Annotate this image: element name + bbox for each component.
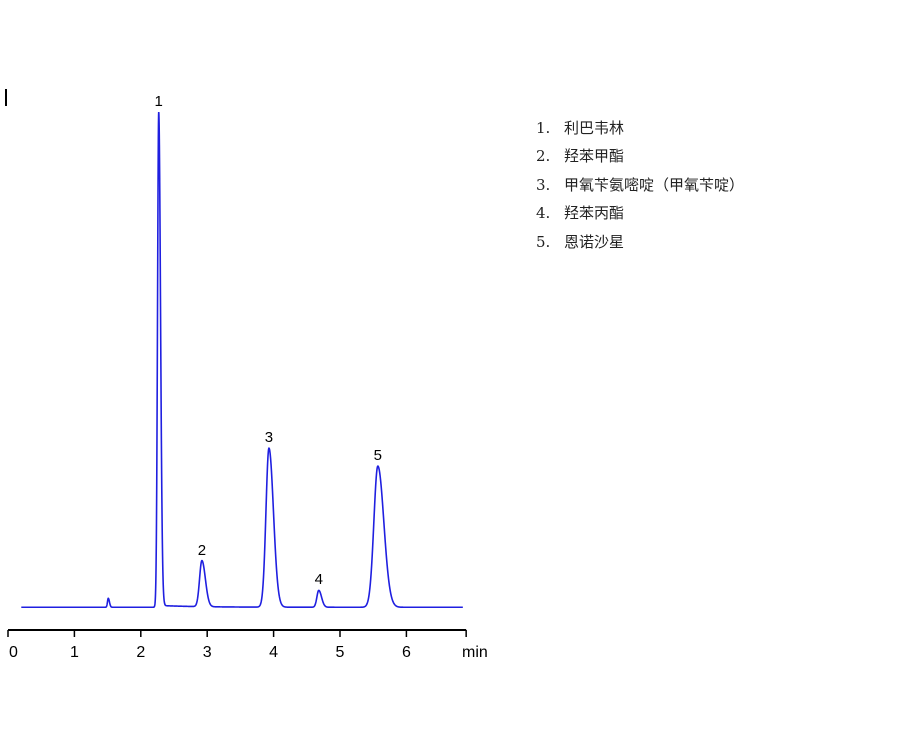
peak-label-4: 4 [315, 571, 323, 588]
peak-label-5: 5 [374, 447, 382, 464]
legend-compound-name: 恩诺沙星 [564, 232, 625, 251]
peak-label-3: 3 [265, 429, 273, 446]
x-tick-label: 1 [70, 644, 79, 661]
x-tick-label: 4 [269, 644, 278, 661]
legend-compound-name: 羟苯丙酯 [564, 204, 625, 223]
x-tick-label: 2 [136, 644, 145, 661]
legend-number: 4. [536, 204, 551, 223]
x-axis-label: min [462, 644, 488, 661]
legend-number: 1. [536, 119, 551, 137]
x-tick-label: 5 [336, 644, 345, 661]
legend: 1. 利巴韦林 2. 羟苯甲酯 3. 甲氧苄氨嘧啶（甲氧苄啶） 4. 羟苯丙酯 5. 恩诺沙星 [536, 114, 744, 256]
legend-compound-name: 羟苯甲酯 [564, 147, 625, 166]
legend-item: 2. 羟苯甲酯 [536, 142, 744, 170]
legend-item: 3. 甲氧苄氨嘧啶（甲氧苄啶） [536, 171, 744, 199]
legend-item: 5. 恩诺沙星 [536, 228, 744, 256]
x-tick-label: 3 [203, 644, 212, 661]
legend-item: 1. 利巴韦林 [536, 114, 744, 142]
legend-item: 4. 羟苯丙酯 [536, 199, 744, 227]
legend-number: 2. [536, 147, 551, 166]
x-axis: 0 1 2 3 4 5 6 min [7, 629, 488, 661]
peak-label-1: 1 [155, 93, 163, 110]
peak-label-2: 2 [198, 542, 206, 559]
legend-number: 5. [536, 232, 551, 251]
peak-labels: 1 2 3 4 5 [155, 93, 382, 588]
x-tick-label: 6 [402, 644, 411, 661]
chromatogram-trace [21, 111, 463, 609]
legend-compound-name: 利巴韦林 [564, 119, 625, 137]
legend-number: 3. [536, 175, 551, 194]
legend-compound-name: 甲氧苄氨嘧啶（甲氧苄啶） [564, 175, 745, 194]
x-tick-label: 0 [9, 644, 18, 661]
